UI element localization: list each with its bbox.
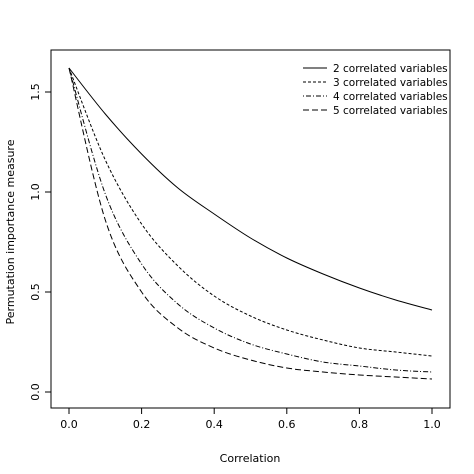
x-tick-label: 0.4: [205, 418, 223, 431]
y-tick-label: 0.5: [29, 283, 42, 301]
series-line-2-correlated: [68, 67, 433, 311]
x-tick-label: 0.8: [351, 418, 369, 431]
series-line-4-correlated: [68, 67, 433, 373]
series-lines: [68, 67, 433, 380]
y-tick-label: 1.0: [29, 183, 42, 201]
x-tick-label: 0.6: [278, 418, 296, 431]
plot-frame: [50, 49, 451, 409]
x-tick-label: 0.0: [60, 418, 78, 431]
legend-label: 3 correlated variables: [333, 77, 448, 89]
legend: 2 correlated variables 3 correlated varia…: [303, 63, 448, 117]
legend-label: 5 correlated variables: [333, 105, 448, 117]
x-tick-label: 1.0: [423, 418, 441, 431]
series-line-3-correlated: [68, 67, 433, 357]
axes: 0.0 0.2 0.4 0.6 0.8 1.0 0.0 0.5 1.0 1.5: [29, 83, 441, 431]
x-tick-label: 0.2: [133, 418, 151, 431]
y-axis-label: Permutation importance measure: [4, 139, 17, 324]
x-axis-label: Correlation: [220, 452, 281, 465]
legend-label: 2 correlated variables: [333, 63, 448, 75]
plot-area: [50, 49, 451, 409]
y-tick-label: 1.5: [29, 83, 42, 101]
series-line-5-correlated: [68, 67, 433, 380]
legend-label: 4 correlated variables: [333, 91, 448, 103]
y-tick-label: 0.0: [29, 383, 42, 401]
